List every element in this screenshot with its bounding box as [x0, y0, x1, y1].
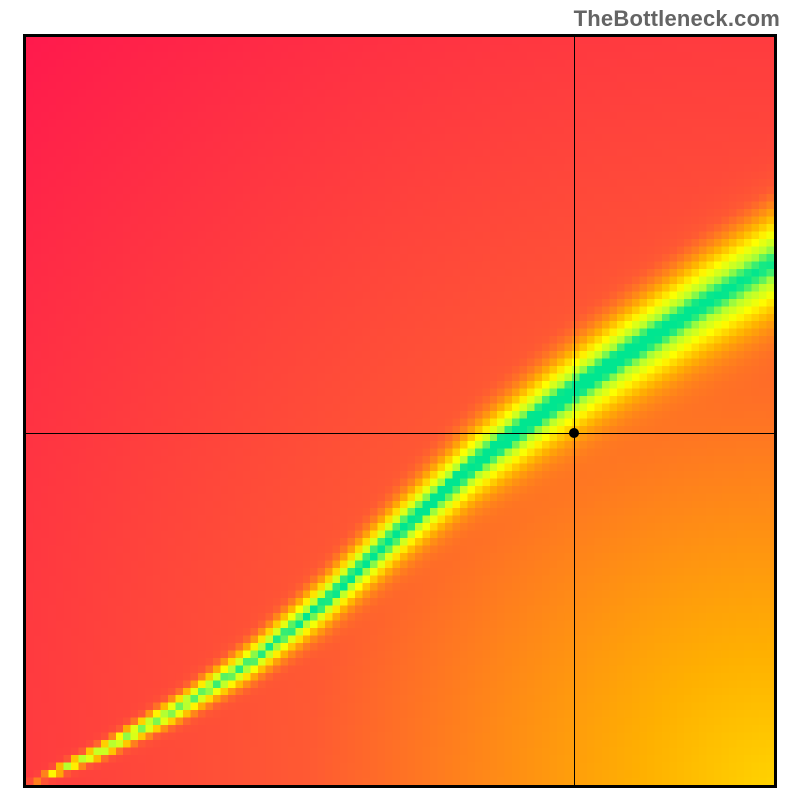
heatmap-canvas [26, 37, 774, 785]
watermark-text: TheBottleneck.com [574, 6, 780, 32]
crosshair-marker [569, 428, 579, 438]
plot-frame [23, 34, 777, 788]
crosshair-horizontal [26, 433, 774, 434]
crosshair-vertical [574, 37, 575, 785]
